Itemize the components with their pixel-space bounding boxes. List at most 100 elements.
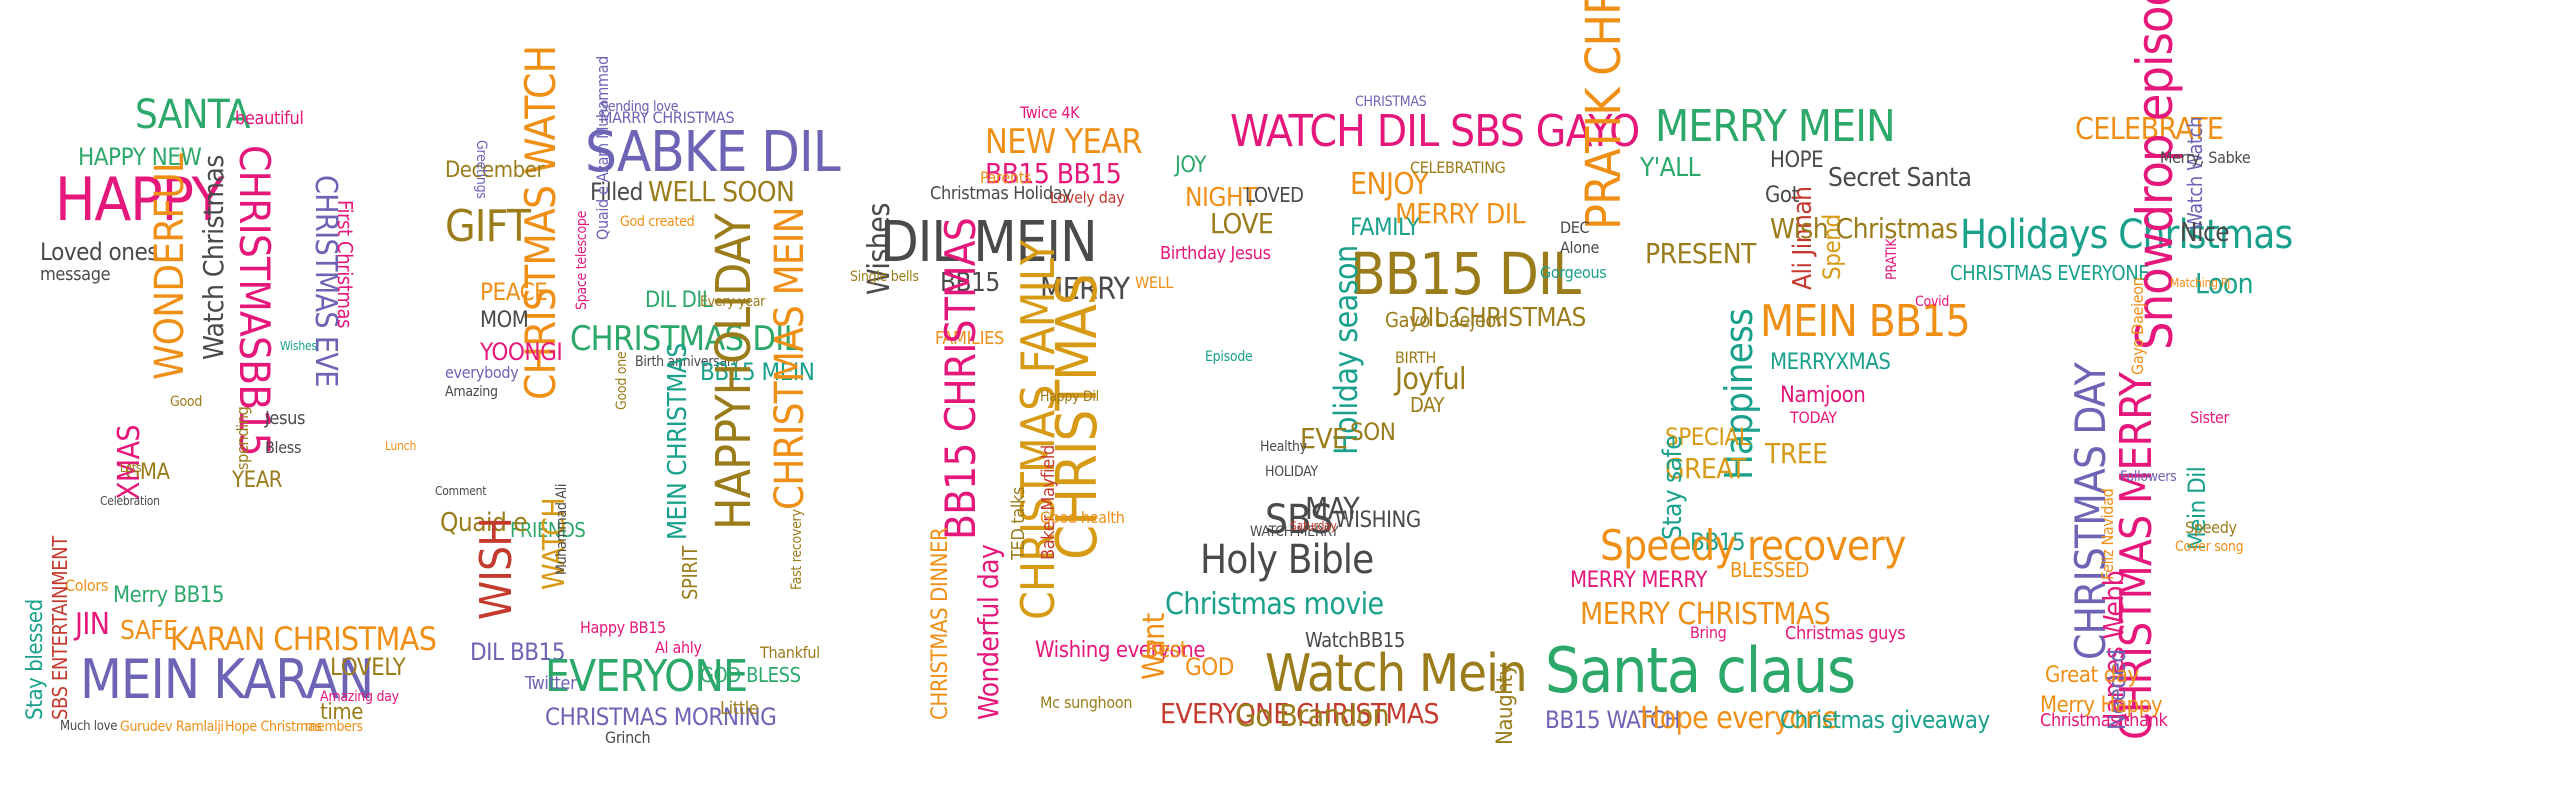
cloud-word: Watch Christmas [197, 155, 230, 360]
cloud-word: Hope everyone [1640, 701, 1838, 736]
cloud-word: Quaid e Azam Muhammad [593, 55, 612, 240]
cloud-word: BLESSED [1730, 558, 1810, 582]
cloud-word: EVE [1300, 422, 1348, 455]
cloud-word: DIL BB15 [470, 638, 566, 666]
cloud-word: Wish Christmas [1770, 212, 1958, 245]
cloud-word: SON [1350, 418, 1396, 446]
cloud-word: Healthy [1260, 439, 1307, 455]
cloud-word: MERRY DIL [1395, 197, 1526, 230]
cloud-word: Nice [2180, 218, 2230, 248]
cloud-word: Namjoon [1780, 383, 1866, 408]
cloud-word: NEW YEAR [985, 122, 1143, 162]
cloud-word: Thankful [760, 643, 820, 662]
cloud-word: MERRY MERRY [1570, 568, 1707, 593]
cloud-word: GOD BLESS [700, 663, 801, 687]
cloud-word: WISH [471, 517, 522, 620]
cloud-word: Y'ALL [1640, 153, 1701, 183]
cloud-word: Much love [60, 719, 118, 734]
cloud-word: BB15 [1690, 528, 1746, 556]
cloud-word: WATCH MERRY [1250, 524, 1339, 540]
cloud-word: BB15 MEIN [700, 358, 815, 386]
cloud-word: DAY [1410, 393, 1445, 417]
cloud-word: WELL [1135, 273, 1174, 292]
cloud-word: Feliz Navidad [2098, 488, 2117, 580]
cloud-word: BB15 DIL [1350, 240, 1581, 308]
cloud-word: Amazing day [320, 689, 399, 705]
cloud-word: CHRISTMAS DIL [570, 319, 801, 359]
cloud-word: Jesus [265, 408, 306, 429]
cloud-word: Secret Santa [1828, 163, 1972, 193]
cloud-word: Birth anniversary [635, 354, 739, 370]
cloud-word: TREE [1765, 437, 1828, 470]
cloud-word: Al ahly [655, 638, 702, 657]
cloud-word: SBS [1265, 497, 1333, 543]
cloud-word: EVERYONE CHRISTMAS [1160, 697, 1439, 730]
cloud-word: FRIENDS [510, 518, 586, 542]
cloud-word: Gayo Daejeon [2128, 277, 2147, 375]
cloud-word: LOVELY [330, 653, 406, 681]
cloud-word: God created [620, 214, 695, 230]
cloud-word: Bless [265, 438, 302, 457]
cloud-word: HOLIDAY [1265, 464, 1318, 480]
cloud-word: Mein Dil [2183, 466, 2211, 550]
cloud-word: CHRISTMAS [1355, 94, 1427, 110]
cloud-word: WISHING [1335, 508, 1421, 533]
cloud-word: TED talks [1008, 486, 1029, 560]
cloud-word: FAMILIES [935, 328, 1004, 349]
cloud-word: DIL MEIN [880, 210, 1098, 275]
cloud-word: Mc sunghoon [1040, 693, 1133, 712]
cloud-word: Christmas thank [2040, 710, 2168, 731]
cloud-word: Hope Christmas [225, 719, 322, 735]
cloud-word: CHRISTMAS DINNER [928, 527, 953, 720]
cloud-word: Grinch [605, 728, 651, 747]
cloud-word: Cover song [2175, 539, 2244, 555]
cloud-word: PRESENT [1645, 237, 1756, 270]
cloud-word: Happy BB15 [580, 618, 666, 637]
cloud-word: Celebration [100, 494, 160, 508]
cloud-word: Saturday [1290, 519, 1337, 533]
cloud-word: WONDERFUL [147, 153, 193, 380]
cloud-word: JIN [75, 607, 110, 642]
cloud-word: MERRY [1040, 272, 1130, 307]
cloud-word: Lovely day [1050, 188, 1125, 207]
cloud-word: MEIN KARAN [80, 648, 374, 711]
cloud-word: Twitter [525, 673, 577, 694]
cloud-word: BIRTH [1395, 348, 1436, 367]
cloud-word: Sister [2190, 408, 2230, 427]
cloud-word: Merry, Sabke [2160, 148, 2251, 167]
cloud-word: LOVED [1245, 183, 1304, 207]
cloud-word: Wishes [280, 339, 317, 353]
cloud-word: spending [233, 406, 252, 470]
cloud-word: MAY [1305, 492, 1360, 527]
cloud-word: KARAN CHRISTMAS [170, 620, 437, 658]
cloud-word: First Christmas [333, 200, 357, 329]
cloud-word: Christmas guys [1785, 623, 1906, 644]
cloud-word: EVERYONE [545, 651, 748, 702]
cloud-word: Space telescope [574, 210, 590, 310]
cloud-word: Joyful [1395, 362, 1467, 397]
cloud-word: CHRISTMAS MEIN [767, 207, 813, 510]
cloud-word: everybody [445, 363, 519, 382]
cloud-word: YOONGI [480, 338, 563, 366]
cloud-word: Merry Happy [2040, 693, 2163, 718]
cloud-word: CHRISTMAS EVERYONE [1950, 261, 2150, 285]
cloud-word: MEIN BB15 [1760, 296, 1971, 347]
cloud-word: Lunch [385, 439, 417, 453]
cloud-word: Every year [700, 294, 766, 310]
cloud-word: SPECIAL [1665, 423, 1751, 451]
cloud-word: members [305, 719, 363, 735]
cloud-word: Great day [2045, 663, 2139, 688]
cloud-word: MARRY CHRISTMAS [600, 108, 735, 127]
cloud-word: Alone [1560, 238, 1600, 257]
cloud-word: Want [1137, 613, 1172, 680]
cloud-word: ENJOY [1350, 167, 1429, 202]
cloud-word: CELEBRATE [2075, 112, 2224, 147]
cloud-word: CELEBRATING [1410, 158, 1506, 177]
cloud-word: SANTA [135, 92, 250, 138]
cloud-word: HAPPY NEW [78, 143, 202, 171]
cloud-word: Lots [120, 461, 142, 475]
cloud-word: BB15 [940, 268, 1000, 298]
cloud-word: Holy Bible [1200, 537, 1374, 583]
cloud-word: Gayo Daejeon [1385, 308, 1507, 332]
